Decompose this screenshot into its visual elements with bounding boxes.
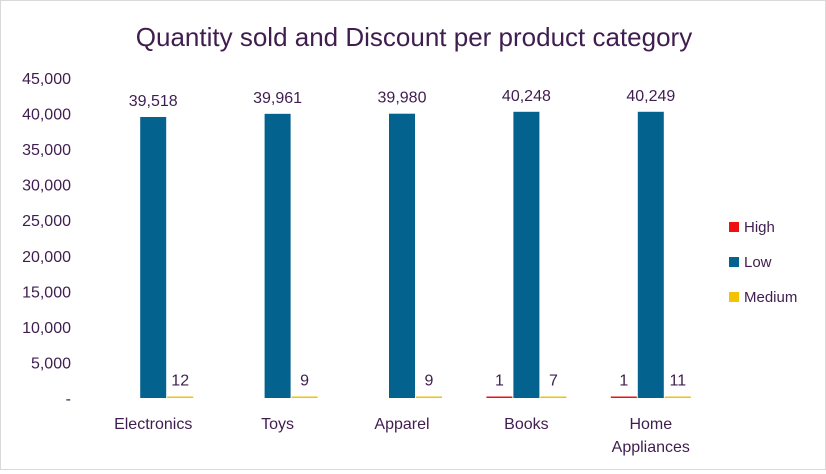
chart-title: Quantity sold and Discount per product c…: [136, 22, 692, 52]
y-tick-label: 15,000: [22, 284, 71, 301]
bar-medium-electronics: [167, 396, 194, 398]
data-label: 1: [495, 373, 504, 390]
x-tick-label: Appliances: [612, 439, 690, 456]
bar-low-electronics: [140, 116, 167, 399]
x-tick-label: Books: [504, 416, 548, 433]
bar-medium-home-appliances: [664, 396, 691, 398]
legend-swatch-medium: [729, 292, 739, 302]
y-tick-label: 5,000: [31, 355, 71, 372]
bar-low-toys: [264, 113, 291, 398]
y-tick-label: 25,000: [22, 213, 71, 230]
y-tick-label: 10,000: [22, 320, 71, 337]
y-tick-label: 35,000: [22, 142, 71, 159]
data-label: 7: [549, 373, 558, 390]
y-tick-label: 30,000: [22, 178, 71, 195]
legend-swatch-high: [729, 222, 739, 232]
y-tick-label: 45,000: [22, 71, 71, 88]
x-tick-label: Apparel: [374, 416, 429, 433]
data-label: 40,248: [502, 88, 551, 105]
y-tick-label: -: [66, 391, 71, 408]
x-tick-label: Home: [629, 416, 672, 433]
y-tick-label: 40,000: [22, 107, 71, 124]
x-tick-label: Toys: [261, 416, 294, 433]
bar-low-books: [513, 111, 540, 399]
data-label: 9: [425, 373, 434, 390]
bar-medium-books: [540, 396, 567, 398]
bar-high-books: [486, 396, 513, 398]
data-label: 9: [300, 373, 309, 390]
bar-medium-toys: [291, 396, 318, 398]
legend-swatch-low: [729, 257, 739, 267]
y-tick-label: 20,000: [22, 249, 71, 266]
y-axis: - 5,000 10,000 15,000 20,000 25,000 30,000 35,0…: [22, 71, 71, 408]
data-label: 12: [171, 373, 189, 390]
bar-medium-apparel: [416, 396, 442, 398]
data-label: 11: [669, 373, 686, 390]
data-label: 39,518: [129, 93, 178, 110]
data-label: 1: [619, 373, 628, 390]
bar-low-apparel: [389, 113, 415, 398]
bar-high-home-appliances: [610, 396, 637, 398]
data-labels: 39,518 12 39,961 9 39,980 9 1 40,248 7 1 40,249 11: [129, 88, 686, 390]
x-tick-label: Electronics: [114, 416, 192, 433]
legend-label-high: High: [744, 219, 775, 236]
data-label: 40,249: [626, 88, 675, 105]
legend-label-low: Low: [744, 254, 772, 271]
legend: High Low Medium: [729, 219, 797, 306]
legend-label-medium: Medium: [744, 289, 797, 306]
bar-low-home-appliances: [637, 111, 664, 399]
x-axis: Electronics Toys Apparel Books Home Appliance…: [114, 416, 690, 456]
data-label: 39,980: [378, 90, 427, 107]
bars: [140, 111, 691, 399]
data-label: 39,961: [253, 90, 302, 107]
